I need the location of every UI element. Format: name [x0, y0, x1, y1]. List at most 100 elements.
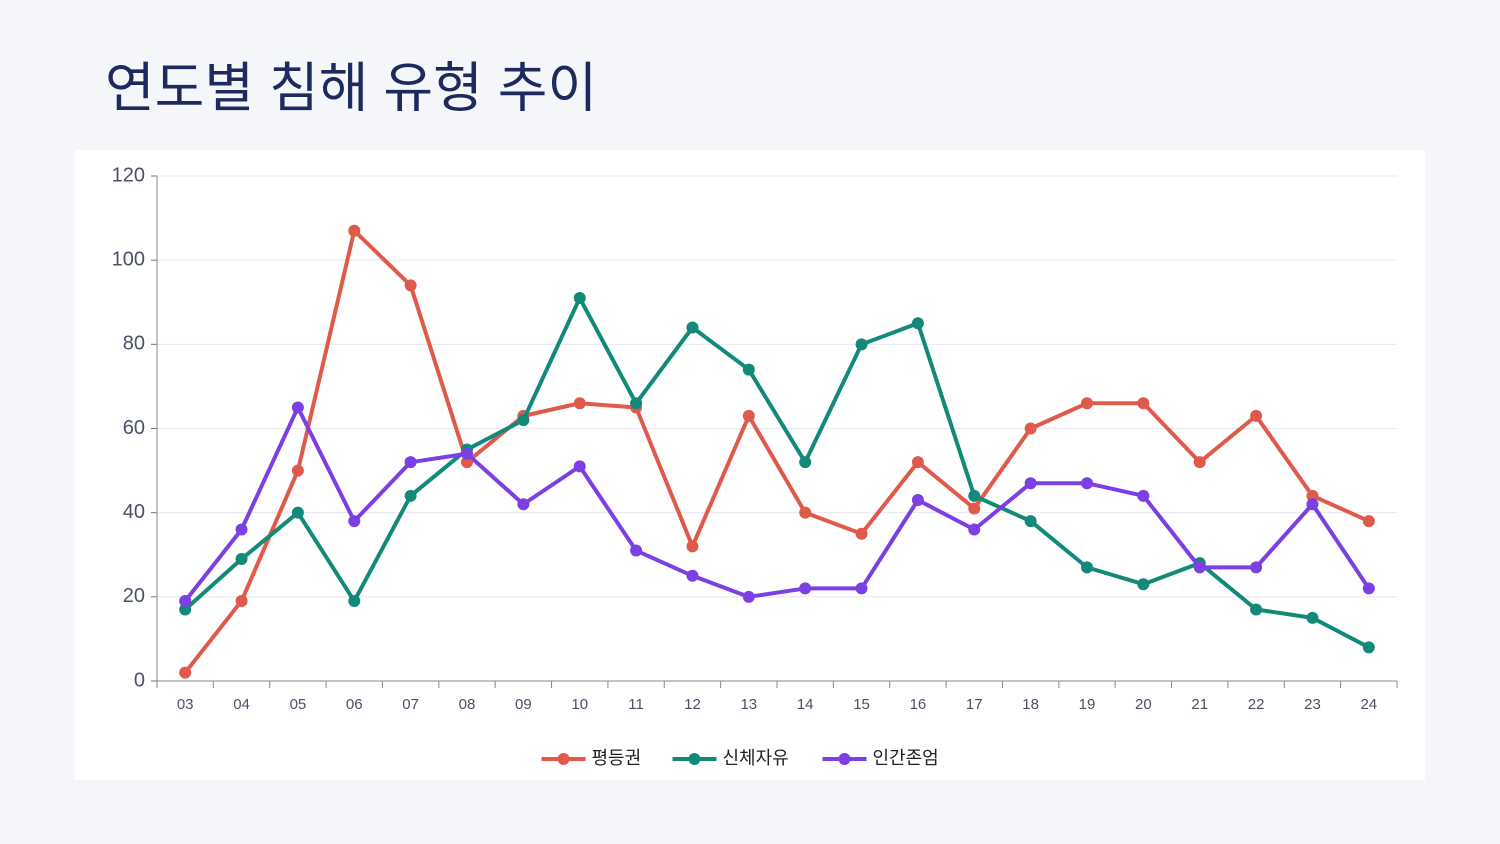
data-point: [911, 494, 924, 507]
data-point: [404, 456, 417, 469]
legend-marker: [838, 753, 851, 765]
data-point: [291, 464, 304, 477]
series-line: [183, 228, 1370, 674]
legend-label: 인간존엄: [873, 748, 939, 768]
data-point: [1137, 397, 1150, 410]
x-tick-label: 09: [515, 696, 532, 713]
data-point: [1306, 498, 1319, 511]
data-point: [404, 489, 417, 502]
y-tick-label: 0: [134, 669, 145, 691]
data-point: [1250, 561, 1263, 574]
x-tick-label: 21: [1191, 696, 1208, 713]
x-tick-label: 17: [966, 696, 983, 713]
data-point: [1081, 477, 1093, 490]
data-point: [461, 456, 473, 469]
data-point: [911, 317, 924, 330]
data-point: [686, 321, 699, 334]
data-point: [235, 595, 248, 608]
legend-label: 신체자유: [723, 748, 789, 768]
data-point: [573, 397, 586, 410]
data-point: [1081, 397, 1093, 410]
x-tick-label: 05: [290, 696, 307, 713]
y-tick-label: 60: [123, 417, 145, 439]
data-point: [1024, 515, 1037, 528]
data-point: [179, 603, 192, 616]
data-point: [1306, 611, 1319, 624]
x-tick-label: 16: [910, 696, 927, 713]
data-point: [1024, 477, 1037, 490]
data-point: [799, 506, 812, 519]
data-point: [573, 292, 586, 305]
data-point: [742, 363, 755, 376]
y-tick-label: 100: [112, 248, 145, 270]
data-point: [517, 414, 530, 427]
data-point: [855, 582, 868, 595]
data-point: [348, 515, 361, 528]
x-tick-label: 07: [402, 696, 419, 713]
data-point: [968, 489, 981, 502]
chart-title: 연도별 침해 유형 추이: [105, 58, 597, 118]
data-point: [855, 338, 868, 351]
data-point: [1250, 409, 1263, 422]
x-tick-label: 11: [628, 696, 644, 713]
data-point: [348, 224, 361, 237]
data-point: [573, 460, 586, 473]
x-tick-label: 14: [797, 696, 814, 713]
y-tick-label: 80: [123, 333, 145, 355]
data-point: [1137, 489, 1150, 502]
data-point: [686, 569, 699, 582]
data-point: [630, 397, 643, 410]
data-point: [911, 456, 924, 469]
x-tick-label: 04: [233, 696, 250, 713]
data-point: [1024, 422, 1037, 435]
data-point: [1250, 603, 1263, 616]
data-point: [1362, 641, 1375, 654]
x-tick-label: 13: [740, 696, 757, 713]
data-point: [517, 498, 530, 511]
data-point: [742, 590, 755, 603]
data-point: [404, 279, 417, 292]
x-tick-label: 22: [1248, 696, 1265, 713]
data-point: [1306, 489, 1319, 502]
data-point: [348, 595, 361, 608]
legend-label: 평등권: [592, 748, 642, 768]
data-point: [855, 527, 868, 540]
y-tick-label: 120: [112, 164, 145, 186]
data-point: [799, 456, 812, 469]
data-point: [235, 523, 248, 536]
x-tick-label: 20: [1135, 696, 1152, 713]
x-tick-label: 19: [1079, 696, 1096, 713]
data-point: [291, 401, 304, 414]
data-point: [968, 502, 981, 515]
x-tick-label: 06: [346, 696, 363, 713]
x-tick-label: 15: [853, 696, 870, 713]
y-tick-label: 40: [123, 501, 145, 523]
series-line: [183, 296, 1370, 650]
data-point: [235, 552, 248, 565]
data-point: [686, 540, 699, 553]
x-tick-label: 08: [459, 696, 476, 713]
data-point: [1362, 582, 1375, 595]
data-point: [179, 666, 192, 679]
legend-marker: [557, 753, 570, 765]
x-tick-label: 12: [684, 696, 701, 713]
data-point: [799, 582, 812, 595]
chart-card: [75, 150, 1425, 780]
data-point: [1193, 456, 1206, 469]
data-point: [1137, 578, 1150, 591]
data-point: [1193, 561, 1206, 574]
x-tick-label: 18: [1022, 696, 1039, 713]
y-tick-label: 20: [123, 585, 145, 607]
legend-marker: [688, 753, 701, 765]
data-point: [1362, 515, 1375, 528]
x-tick-label: 24: [1360, 696, 1377, 713]
data-point: [461, 447, 473, 460]
x-tick-label: 03: [177, 696, 194, 713]
data-point: [742, 409, 755, 422]
series-line: [183, 405, 1371, 603]
data-point: [291, 506, 304, 519]
x-tick-label: 23: [1304, 696, 1321, 713]
data-point: [179, 595, 192, 608]
